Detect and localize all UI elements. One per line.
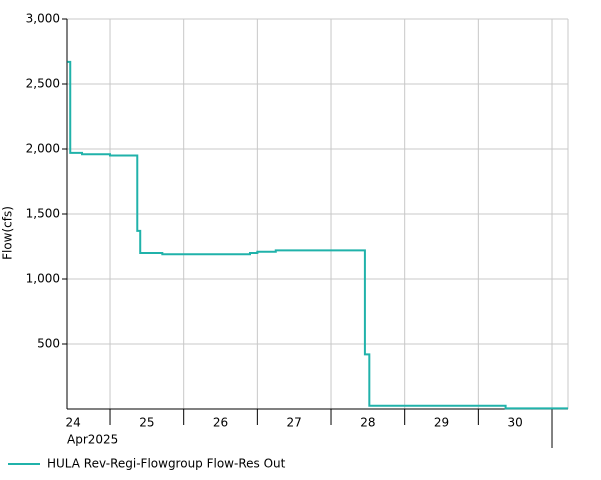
x-sublabel: Apr2025	[67, 433, 118, 447]
y-tick-label: 500	[37, 337, 60, 351]
y-tick-label: 3,000	[26, 12, 60, 26]
y-tick-label: 1,000	[26, 272, 60, 286]
y-tick-label: 2,000	[26, 142, 60, 156]
y-axis-label: Flow(cfs)	[1, 206, 15, 260]
x-tick-label: 24	[66, 416, 81, 430]
legend-label: HULA Rev-Regi-Flowgroup Flow-Res Out	[47, 457, 286, 471]
x-tick-label: 29	[434, 416, 449, 430]
series-line	[67, 60, 568, 410]
x-tick-label: 27	[287, 416, 302, 430]
y-tick-label: 2,500	[26, 77, 60, 91]
y-tick-label: 1,500	[26, 207, 60, 221]
x-tick-label: 25	[139, 416, 154, 430]
x-tick-label: 28	[360, 416, 375, 430]
x-tick-label: 30	[508, 416, 523, 430]
x-tick-label: 26	[213, 416, 228, 430]
